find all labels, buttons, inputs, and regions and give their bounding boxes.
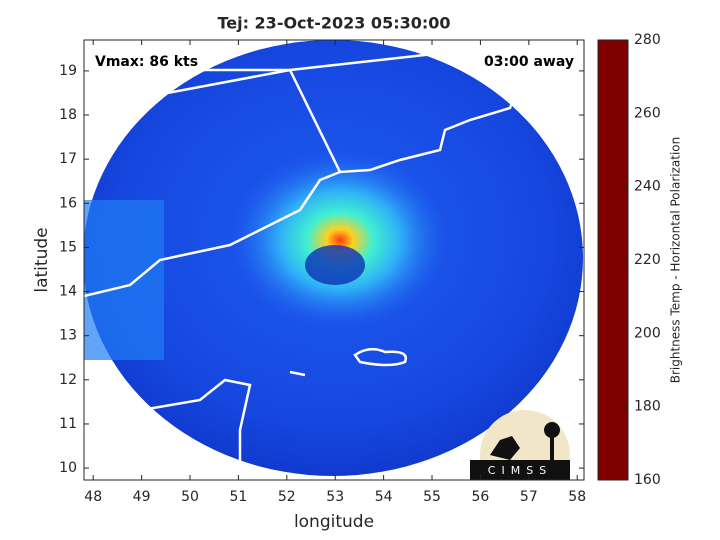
x-tick-label: 49 bbox=[133, 489, 151, 505]
y-tick-label: 10 bbox=[59, 460, 77, 476]
annotation: Vmax: 86 kts bbox=[95, 54, 198, 70]
x-tick-label: 52 bbox=[278, 489, 296, 505]
y-tick-label: 13 bbox=[59, 328, 77, 344]
x-tick-label: 57 bbox=[520, 489, 538, 505]
y-tick-label: 17 bbox=[59, 151, 77, 167]
y-tick-label: 16 bbox=[59, 195, 77, 211]
y-tick-label: 14 bbox=[59, 284, 77, 300]
x-tick-label: 56 bbox=[472, 489, 490, 505]
x-tick-label: 58 bbox=[568, 489, 586, 505]
x-tick-label: 48 bbox=[84, 489, 102, 505]
x-tick-label: 53 bbox=[326, 489, 344, 505]
annotation: 03:00 away bbox=[484, 54, 574, 70]
colorbar-tick-label: 220 bbox=[634, 252, 661, 268]
y-tick-label: 19 bbox=[59, 63, 77, 79]
colorbar-tick-label: 200 bbox=[634, 325, 661, 341]
y-axis-label: latitude bbox=[32, 227, 52, 292]
x-tick-label: 51 bbox=[229, 489, 247, 505]
x-tick-label: 54 bbox=[375, 489, 393, 505]
x-axis-label: longitude bbox=[294, 512, 374, 532]
colorbar-tick-label: 280 bbox=[634, 32, 661, 48]
colorbar-label: Brightness Temp - Horizontal Polarizatio… bbox=[669, 137, 683, 384]
x-tick-label: 55 bbox=[423, 489, 441, 505]
y-tick-label: 12 bbox=[59, 372, 77, 388]
colorbar-tick-label: 240 bbox=[634, 179, 661, 195]
chart-title: Tej: 23-Oct-2023 05:30:00 bbox=[217, 14, 450, 33]
x-tick-label: 50 bbox=[181, 489, 199, 505]
y-tick-label: 11 bbox=[59, 416, 77, 432]
y-tick-label: 15 bbox=[59, 239, 77, 255]
plot-frame bbox=[83, 39, 585, 481]
logo: CIMSS bbox=[488, 464, 552, 477]
colorbar-tick-label: 160 bbox=[634, 472, 661, 488]
y-tick-label: 18 bbox=[59, 107, 77, 123]
colorbar-tick-label: 260 bbox=[634, 105, 661, 121]
map: CIMSS bbox=[84, 40, 584, 480]
colorbar-tick-label: 180 bbox=[634, 399, 661, 415]
